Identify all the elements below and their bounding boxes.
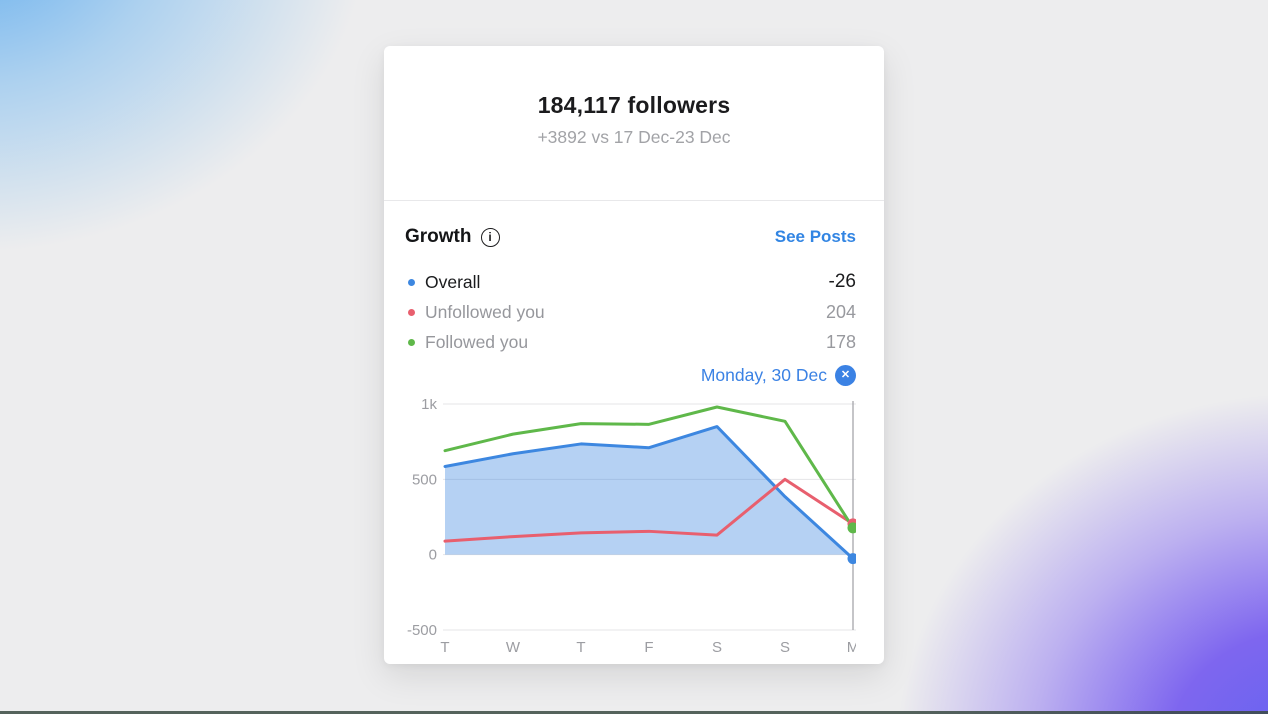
svg-text:T: T <box>440 639 449 656</box>
svg-text:S: S <box>780 639 790 656</box>
svg-text:W: W <box>506 639 521 656</box>
svg-text:1k: 1k <box>421 399 437 413</box>
legend-value: 178 <box>825 331 856 352</box>
card-header: 184,117 followers +3892 vs 17 Dec-23 Dec <box>384 46 884 200</box>
followers-delta: +3892 vs 17 Dec-23 Dec <box>537 127 731 147</box>
close-icon[interactable]: ✕ <box>835 364 856 386</box>
legend-value: -26 <box>828 271 856 292</box>
followers-card: 184,117 followers +3892 vs 17 Dec-23 Dec… <box>384 46 884 664</box>
selected-day-label: Monday, 30 Dec <box>700 364 827 385</box>
legend-label: Overall <box>425 271 481 292</box>
svg-text:0: 0 <box>429 547 437 564</box>
header-divider <box>384 200 884 201</box>
see-posts-link[interactable]: See Posts <box>774 227 856 246</box>
bottom-edge-strip <box>0 711 1268 714</box>
svg-text:500: 500 <box>412 471 437 488</box>
followed-dot-icon <box>408 338 415 346</box>
growth-chart[interactable]: 1k 500 0 -500 T W T F S S M <box>405 396 859 666</box>
svg-text:T: T <box>576 639 585 656</box>
followers-count: 184,117 followers <box>537 92 731 118</box>
unfollowed-dot-icon <box>408 308 415 316</box>
growth-section: Growth i See Posts Overall -26 Unfollowe… <box>384 223 884 666</box>
legend-row-followed: Followed you 178 <box>405 327 856 357</box>
legend-value: 204 <box>825 301 856 322</box>
overall-dot-icon <box>408 278 415 286</box>
legend-label: Followed you <box>425 331 529 352</box>
legend-row-overall: Overall -26 <box>405 267 856 297</box>
legend-label: Unfollowed you <box>425 301 545 322</box>
selected-day-row: Monday, 30 Dec ✕ <box>405 361 856 389</box>
growth-title: Growth <box>405 226 472 247</box>
svg-text:-500: -500 <box>407 622 437 639</box>
svg-text:F: F <box>644 639 653 656</box>
info-icon[interactable]: i <box>480 227 500 247</box>
legend-row-unfollowed: Unfollowed you 204 <box>405 297 856 327</box>
svg-text:M: M <box>847 639 856 656</box>
svg-text:S: S <box>712 639 722 656</box>
chart-legend: Overall -26 Unfollowed you 204 Followed … <box>405 267 856 357</box>
growth-header-row: Growth i See Posts <box>405 223 856 251</box>
